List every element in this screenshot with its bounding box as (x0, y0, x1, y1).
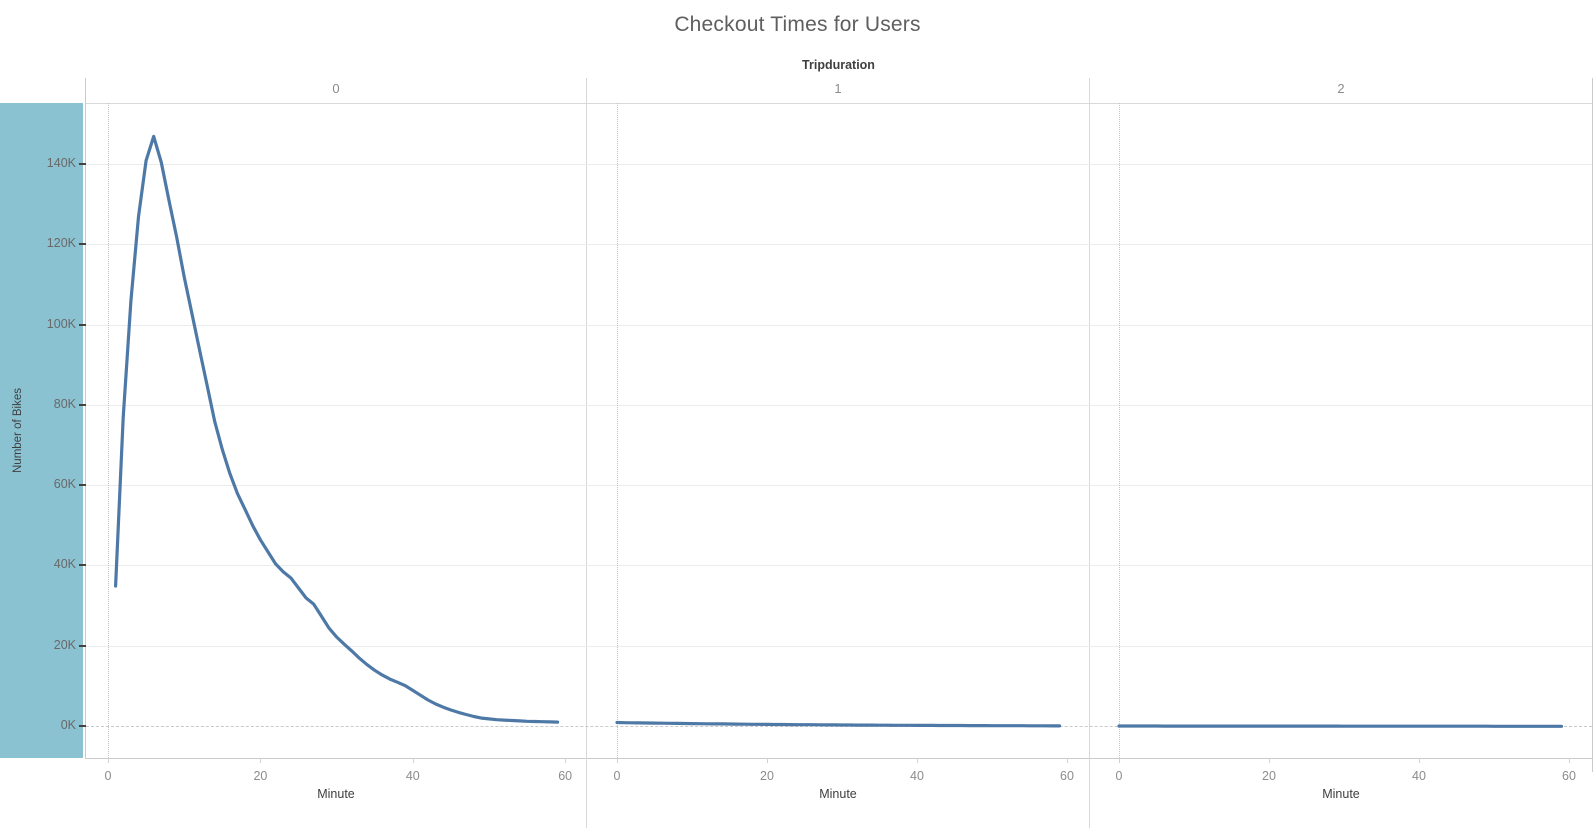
x-tick-label: 0 (1115, 769, 1123, 783)
facet-panel-0 (114, 134, 560, 724)
facet-panel-1 (615, 720, 1062, 728)
x-tick-mark (260, 758, 262, 763)
x-axis-title-1: Minute (819, 787, 857, 801)
y-tick-label: 120K (46, 236, 76, 251)
facet-panel-2 (1117, 724, 1564, 728)
y-tick-mark (79, 564, 86, 567)
y-tick-mark (79, 484, 86, 487)
page-title: Checkout Times for Users (674, 13, 921, 36)
x-axis-line (85, 758, 1592, 759)
x-tick-mark (1119, 758, 1120, 763)
y-tick-mark (79, 725, 86, 727)
y-tick-label: 80K (53, 396, 76, 411)
facet-header-label: Tripduration (802, 58, 875, 72)
y-tick-label: 20K (53, 637, 76, 652)
y-tick-mark (79, 323, 86, 326)
y-tick-label: 100K (46, 316, 76, 331)
y-gridline-100k (86, 324, 1592, 326)
panel-divider-2 (1089, 78, 1090, 828)
plot-right-border (1592, 78, 1593, 772)
y-tick-label: 40K (53, 557, 76, 572)
y-axis-line (85, 78, 86, 758)
y-gridline-20k (86, 645, 1592, 647)
x-tick-label: 60 (1060, 769, 1074, 783)
x-tick-label: 20 (1262, 769, 1276, 783)
checkout-line-tripduration-1[interactable] (615, 720, 1062, 728)
y-axis-title: Number of Bikes (12, 388, 24, 474)
x-tick-label: 20 (760, 769, 774, 783)
x-tick-mark (412, 758, 414, 763)
y-tick-mark (79, 243, 86, 246)
panel-divider-1 (586, 78, 587, 828)
x-tick-mark (1419, 758, 1420, 763)
y-gridline-40k (86, 565, 1592, 567)
minute-zero-refline-0 (108, 103, 109, 758)
x-tick-mark (1067, 758, 1068, 763)
x-tick-mark (565, 758, 567, 763)
x-tick-label: 0 (613, 769, 621, 783)
x-tick-mark (1269, 758, 1270, 763)
x-tick-label: 60 (558, 769, 573, 783)
facet-column-header-0: 0 (332, 81, 340, 96)
x-tick-label: 40 (910, 769, 924, 783)
y-axis-band: Number of Bikes 0K 20K 40K 60K 80K 100K 120K 14… (0, 103, 83, 758)
x-tick-label: 0 (104, 769, 112, 783)
y-gridline-120k (86, 244, 1592, 246)
facet-column-header-2: 2 (1337, 81, 1345, 96)
plot-top-border (85, 103, 1592, 104)
minute-zero-refline-2 (1119, 103, 1120, 758)
x-tick-mark (617, 758, 618, 763)
y-tick-label: 140K (46, 155, 76, 170)
x-tick-label: 60 (1562, 769, 1576, 783)
y-gridline-80k (86, 404, 1592, 406)
x-tick-mark (767, 758, 768, 763)
x-tick-mark (108, 758, 109, 763)
x-axis-title-2: Minute (1322, 787, 1360, 801)
x-tick-label: 20 (253, 769, 268, 783)
y-tick-mark (79, 644, 86, 647)
y-tick-mark (79, 162, 86, 165)
y-tick-label: 0K (60, 718, 76, 732)
facet-column-header-1: 1 (834, 81, 842, 96)
y-tick-label: 60K (53, 477, 76, 492)
y-gridline-140k (86, 163, 1592, 165)
x-tick-label: 40 (405, 769, 420, 783)
minute-zero-refline-1 (617, 103, 618, 758)
x-tick-mark (917, 758, 918, 763)
x-tick-label: 40 (1412, 769, 1426, 783)
y-gridline-60k (86, 485, 1592, 487)
x-axis-title-0: Minute (317, 787, 355, 801)
x-tick-mark (1569, 758, 1570, 763)
checkout-line-tripduration-0[interactable] (114, 134, 560, 724)
y-tick-mark (79, 403, 86, 406)
